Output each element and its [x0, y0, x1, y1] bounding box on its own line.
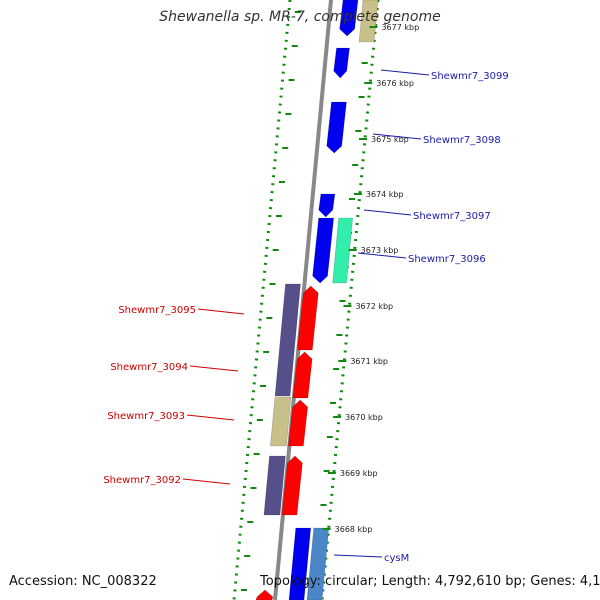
- gene-label-forward: Shewmr7_3099: [431, 71, 509, 82]
- feature-arrows: [255, 0, 379, 600]
- gene-label-leader: [186, 414, 235, 421]
- accession-text: Accession: NC_008322: [9, 574, 157, 589]
- gene-label-reverse: Shewmr7_3093: [107, 411, 185, 422]
- gene-arrow-shewmr7-3095: [274, 283, 301, 397]
- kbp-tick-label: 3677 kbp: [381, 23, 419, 32]
- gene-label-forward: Shewmr7_3098: [423, 135, 501, 146]
- gene-arrow-cysm: [288, 527, 312, 600]
- gene-arrow-shewmr7-3097b: [312, 217, 334, 284]
- kbp-tick-label: 3676 kbp: [376, 79, 414, 88]
- gene-arrow-reverse-bottom: [255, 589, 274, 600]
- kbp-tick-label: 3670 kbp: [345, 413, 383, 422]
- gene-arrow-shewmr7-3098: [326, 101, 347, 154]
- gene-label-leader: [182, 478, 231, 485]
- gene-arrow-shewmr7-3096: [332, 217, 353, 284]
- kbp-ticks: 3677 kbp 3676 kbp 3675 kbp 3674 kbp 3673 kbp…: [322, 23, 419, 534]
- gene-label-leader: [357, 252, 407, 259]
- topology-text: Topology: circular; Length: 4,792,610 bp…: [260, 574, 600, 589]
- gene-arrow-shewmr7-3093-other: [270, 396, 292, 447]
- gene-label-reverse: Shewmr7_3094: [110, 362, 188, 373]
- kbp-tick-label: 3675 kbp: [371, 135, 409, 144]
- map-title: Shewanella sp. MR-7, complete genome: [159, 9, 441, 25]
- gene-arrow-reverse-1: [297, 285, 319, 351]
- kbp-tick-label: 3672 kbp: [355, 302, 393, 311]
- gene-label-leader: [380, 69, 430, 76]
- gene-label-leader: [197, 308, 245, 315]
- gene-arrow-reverse-2: [292, 351, 313, 399]
- gene-label-leader: [189, 365, 239, 372]
- gene-label-reverse: Shewmr7_3092: [103, 475, 181, 486]
- gene-label-forward: Shewmr7_3096: [408, 254, 486, 265]
- gene-label-leader: [333, 554, 383, 558]
- gene-arrow-cysm-neighbor: [306, 527, 330, 600]
- kbp-tick-label: 3674 kbp: [366, 190, 404, 199]
- gene-arrow-misc-top: [358, 0, 379, 43]
- gene-arrow-shewmr7-3092: [263, 455, 286, 516]
- gene-arrow-reverse-3: [288, 399, 308, 447]
- kbp-tick-label: 3673 kbp: [361, 246, 399, 255]
- gene-arrow-shewmr7-3097a: [318, 193, 336, 218]
- outer-guide-dots: [320, 0, 380, 600]
- kbp-tick-label: 3668 kbp: [335, 525, 373, 534]
- gene-arrow-shewmr7-3100: [339, 0, 359, 37]
- gene-labels: Shewmr7_3099 Shewmr7_3098 Shewmr7_3097 Shew…: [103, 69, 509, 564]
- gene-label-reverse: Shewmr7_3095: [118, 305, 196, 316]
- gene-label-forward: cysM: [384, 553, 409, 564]
- gene-label-forward: Shewmr7_3097: [413, 211, 491, 222]
- kbp-tick-label: 3669 kbp: [340, 469, 378, 478]
- gene-label-leader: [372, 133, 422, 140]
- gene-arrow-shewmr7-3099: [333, 47, 350, 79]
- gene-label-leader: [363, 209, 412, 216]
- kbp-tick-label: 3671 kbp: [350, 357, 388, 366]
- gene-arrow-reverse-4: [281, 455, 303, 516]
